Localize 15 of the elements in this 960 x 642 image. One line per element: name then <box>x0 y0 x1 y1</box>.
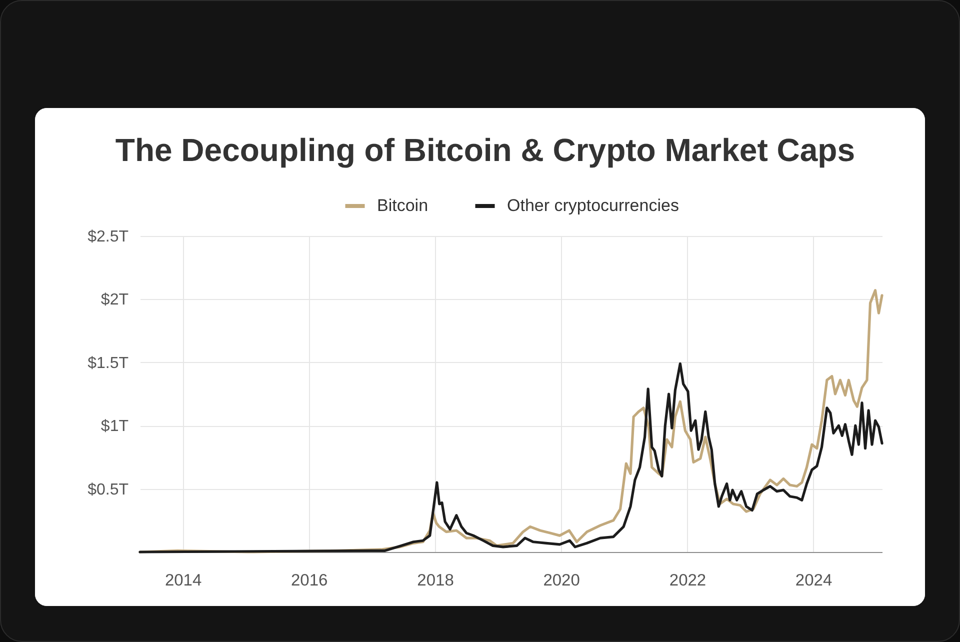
y-tick-label: $0.5T <box>88 481 129 498</box>
x-tick-label: 2014 <box>164 572 202 590</box>
line-series <box>138 362 884 554</box>
x-tick-label: 2018 <box>417 572 454 590</box>
legend-label: Other cryptocurrencies <box>507 196 679 215</box>
x-tick-label: 2024 <box>795 572 832 590</box>
x-tick-label: 2016 <box>290 572 328 590</box>
y-tick-label: $1.5T <box>88 354 129 372</box>
y-tick-label: $1T <box>100 418 129 436</box>
legend-label: Bitcoin <box>377 196 428 215</box>
x-tick-label: 2022 <box>669 572 706 590</box>
chart-title: The Decoupling of Bitcoin & Crypto Market Caps <box>115 132 855 168</box>
x-tick-label: 2020 <box>543 572 580 590</box>
y-tick-label: $2.5T <box>88 228 129 246</box>
y-tick-label: $2T <box>100 292 129 309</box>
